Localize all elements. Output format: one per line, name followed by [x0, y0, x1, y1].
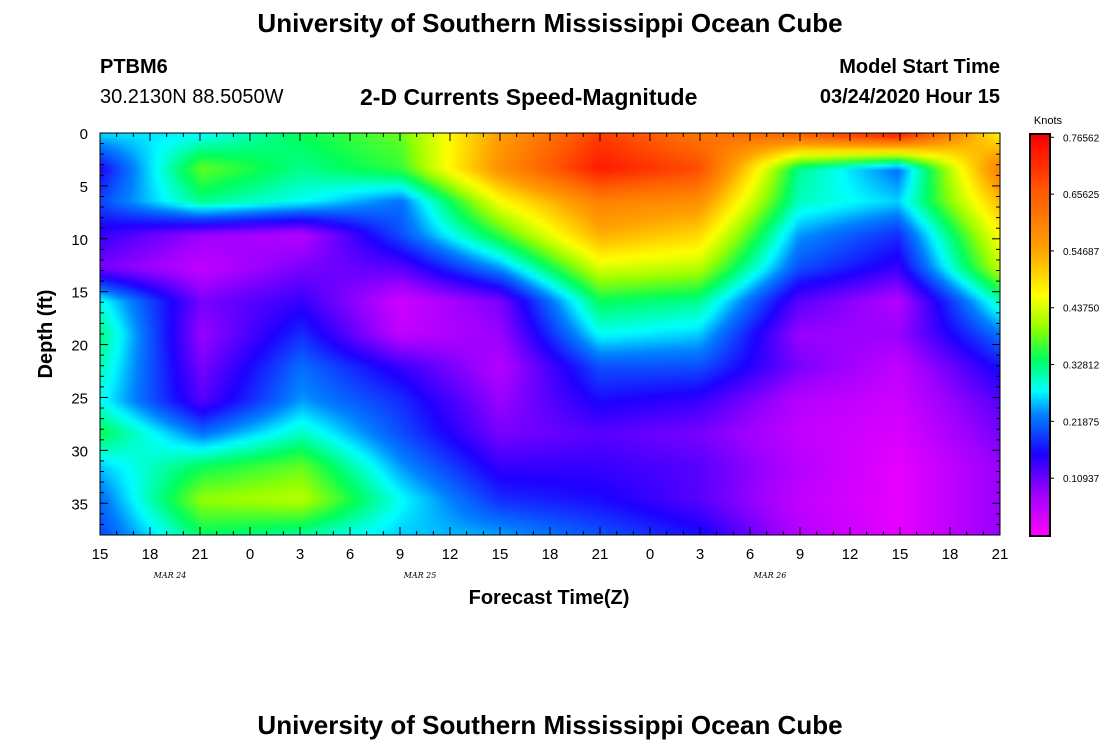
colorbar-tick-label: 0.54687 [1063, 247, 1100, 258]
plot-frame [99, 132, 1001, 536]
x-tick-label: 15 [92, 546, 109, 563]
x-tick-label: 12 [442, 546, 459, 563]
model-start-time: 03/24/2020 Hour 15 [819, 86, 1000, 108]
colorbar-tick-label: 0.65625 [1063, 190, 1100, 201]
date-label: MAR 25 [403, 571, 437, 580]
y-tick-label: 30 [71, 443, 88, 460]
date-label: MAR 24 [153, 571, 187, 580]
colorbar-tick-label: 0.43750 [1063, 304, 1100, 315]
x-axis-label: Forecast Time(Z) [469, 587, 630, 609]
x-tick-label: 0 [646, 546, 654, 563]
x-tick-label: 9 [796, 546, 804, 563]
x-tick-label: 18 [142, 546, 159, 563]
colorbar-tick-label: 0.32812 [1063, 361, 1100, 372]
plot-title: 2-D Currents Speed-Magnitude [360, 84, 698, 110]
y-tick-label: 0 [80, 126, 88, 143]
y-tick-label: 35 [71, 496, 88, 513]
x-tick-label: 6 [746, 546, 754, 563]
x-tick-label: 6 [346, 546, 354, 563]
y-tick-label: 25 [71, 390, 88, 407]
x-tick-label: 21 [192, 546, 209, 563]
y-tick-label: 15 [71, 285, 88, 302]
x-tick-label: 3 [296, 546, 304, 563]
station-coords: 30.2130N 88.5050W [100, 86, 284, 108]
x-tick-label: 0 [246, 546, 254, 563]
x-tick-label: 3 [696, 546, 704, 563]
x-tick-label: 9 [396, 546, 404, 563]
y-tick-label: 5 [80, 179, 88, 196]
colorbar-gradient [1031, 135, 1049, 535]
x-tick-label: 21 [592, 546, 609, 563]
x-tick-label: 18 [542, 546, 559, 563]
x-tick-label: 12 [842, 546, 859, 563]
y-axis-label: Depth (ft) [35, 290, 57, 379]
station-id: PTBM6 [100, 56, 168, 78]
x-tick-label: 21 [992, 546, 1009, 563]
colorbar-tick-label: 0.76562 [1063, 133, 1100, 144]
y-tick-label: 20 [71, 338, 88, 355]
model-start-label: Model Start Time [839, 56, 1000, 78]
y-axis: 0 5 10 15 20 25 30 35 [71, 126, 1000, 536]
footer-title: University of Southern Mississippi Ocean… [257, 710, 843, 740]
colorbar-frame [1029, 133, 1051, 537]
x-tick-label: 18 [942, 546, 959, 563]
page-title: University of Southern Mississippi Ocean… [257, 8, 843, 38]
heatmap-field [100, 133, 1000, 535]
colorbar-units: Knots [1034, 115, 1063, 127]
date-label: MAR 26 [753, 571, 787, 580]
colorbar-tick-label: 0.10937 [1063, 474, 1100, 485]
x-tick-label: 15 [492, 546, 509, 563]
colorbar-tick-label: 0.21875 [1063, 417, 1100, 428]
colorbar: Knots 0.76562 0.65625 0.54687 0.43750 0.3281… [1029, 115, 1100, 537]
x-tick-label: 15 [892, 546, 909, 563]
y-tick-label: 10 [71, 232, 88, 249]
x-axis: 15 18 21 0 3 6 9 12 15 18 21 0 3 6 9 12 15 18 21 MAR 24 MAR … [92, 133, 1009, 580]
